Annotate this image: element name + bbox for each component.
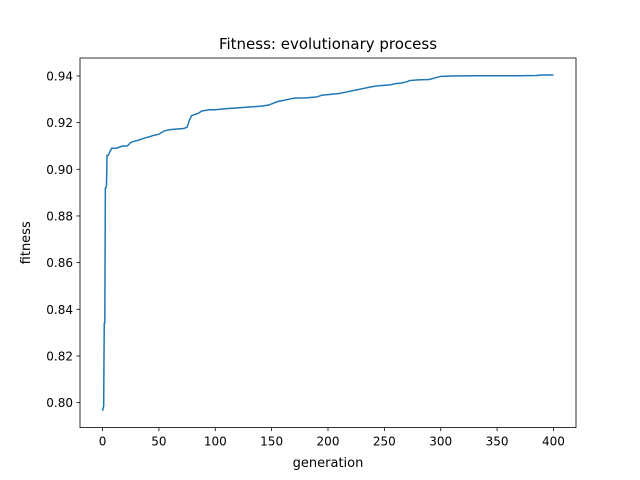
x-axis-ticks: 0 50 100 150 200 250 300 350 400 <box>99 427 565 449</box>
x-tick-label: 400 <box>542 435 565 449</box>
x-tick-label: 250 <box>373 435 396 449</box>
y-tick-label: 0.80 <box>46 396 73 410</box>
chart-title: Fitness: evolutionary process <box>219 35 437 53</box>
x-tick-label: 150 <box>260 435 283 449</box>
y-tick-label: 0.88 <box>46 209 73 223</box>
y-tick-label: 0.92 <box>46 116 73 130</box>
x-tick-label: 350 <box>486 435 509 449</box>
y-tick-label: 0.84 <box>46 303 73 317</box>
y-tick-label: 0.82 <box>46 349 73 363</box>
x-tick-label: 200 <box>317 435 340 449</box>
y-axis-ticks: 0.80 0.82 0.84 0.86 0.88 0.90 0.92 0.94 <box>46 69 80 410</box>
series-line <box>101 74 554 411</box>
x-tick-label: 300 <box>429 435 452 449</box>
x-tick-label: 50 <box>151 435 166 449</box>
y-tick-label: 0.90 <box>46 163 73 177</box>
x-tick-label: 100 <box>204 435 227 449</box>
y-tick-label: 0.86 <box>46 256 73 270</box>
x-axis-label: generation <box>293 456 364 471</box>
y-axis-label: fitness <box>19 221 34 264</box>
y-tick-label: 0.94 <box>46 69 73 83</box>
x-tick-label: 0 <box>99 435 107 449</box>
